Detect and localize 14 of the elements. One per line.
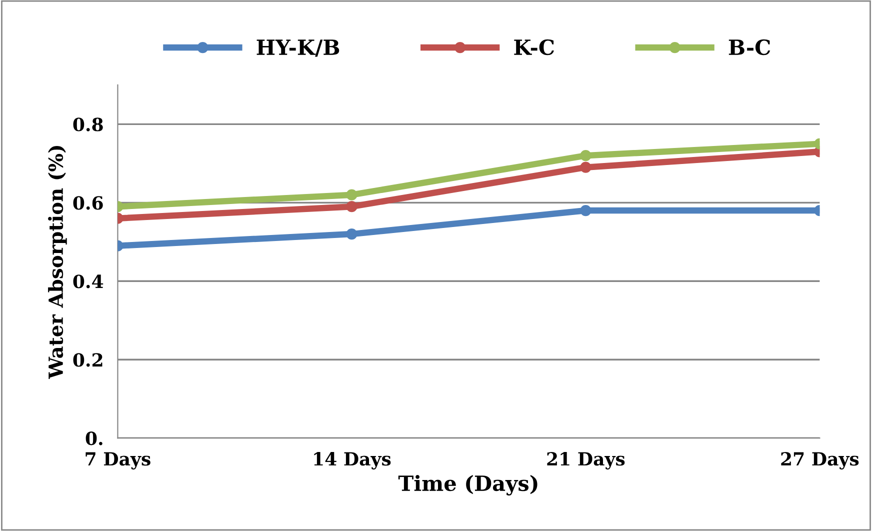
y-tick-label: 0.8 [73,118,103,132]
y-tick-label: 0.6 [73,196,103,210]
y-tick-label: 0.2 [73,353,102,367]
y-axis-title: Water Absorption (%) [48,146,67,380]
x-tick-label: 7 Days [86,452,150,470]
x-tick-label: 21 Days [547,452,625,470]
y-tick-label: 0. [86,432,102,446]
x-axis-title: Time (Days) [398,474,538,496]
legend-label: B-C [728,39,770,56]
x-tick-label: 14 Days [314,452,391,470]
legend-label: HY-K/B [256,40,340,57]
legend-label: K-C [514,39,554,56]
x-tick-label: 27 Days [781,452,859,470]
y-tick-label: 0.4 [73,274,104,288]
